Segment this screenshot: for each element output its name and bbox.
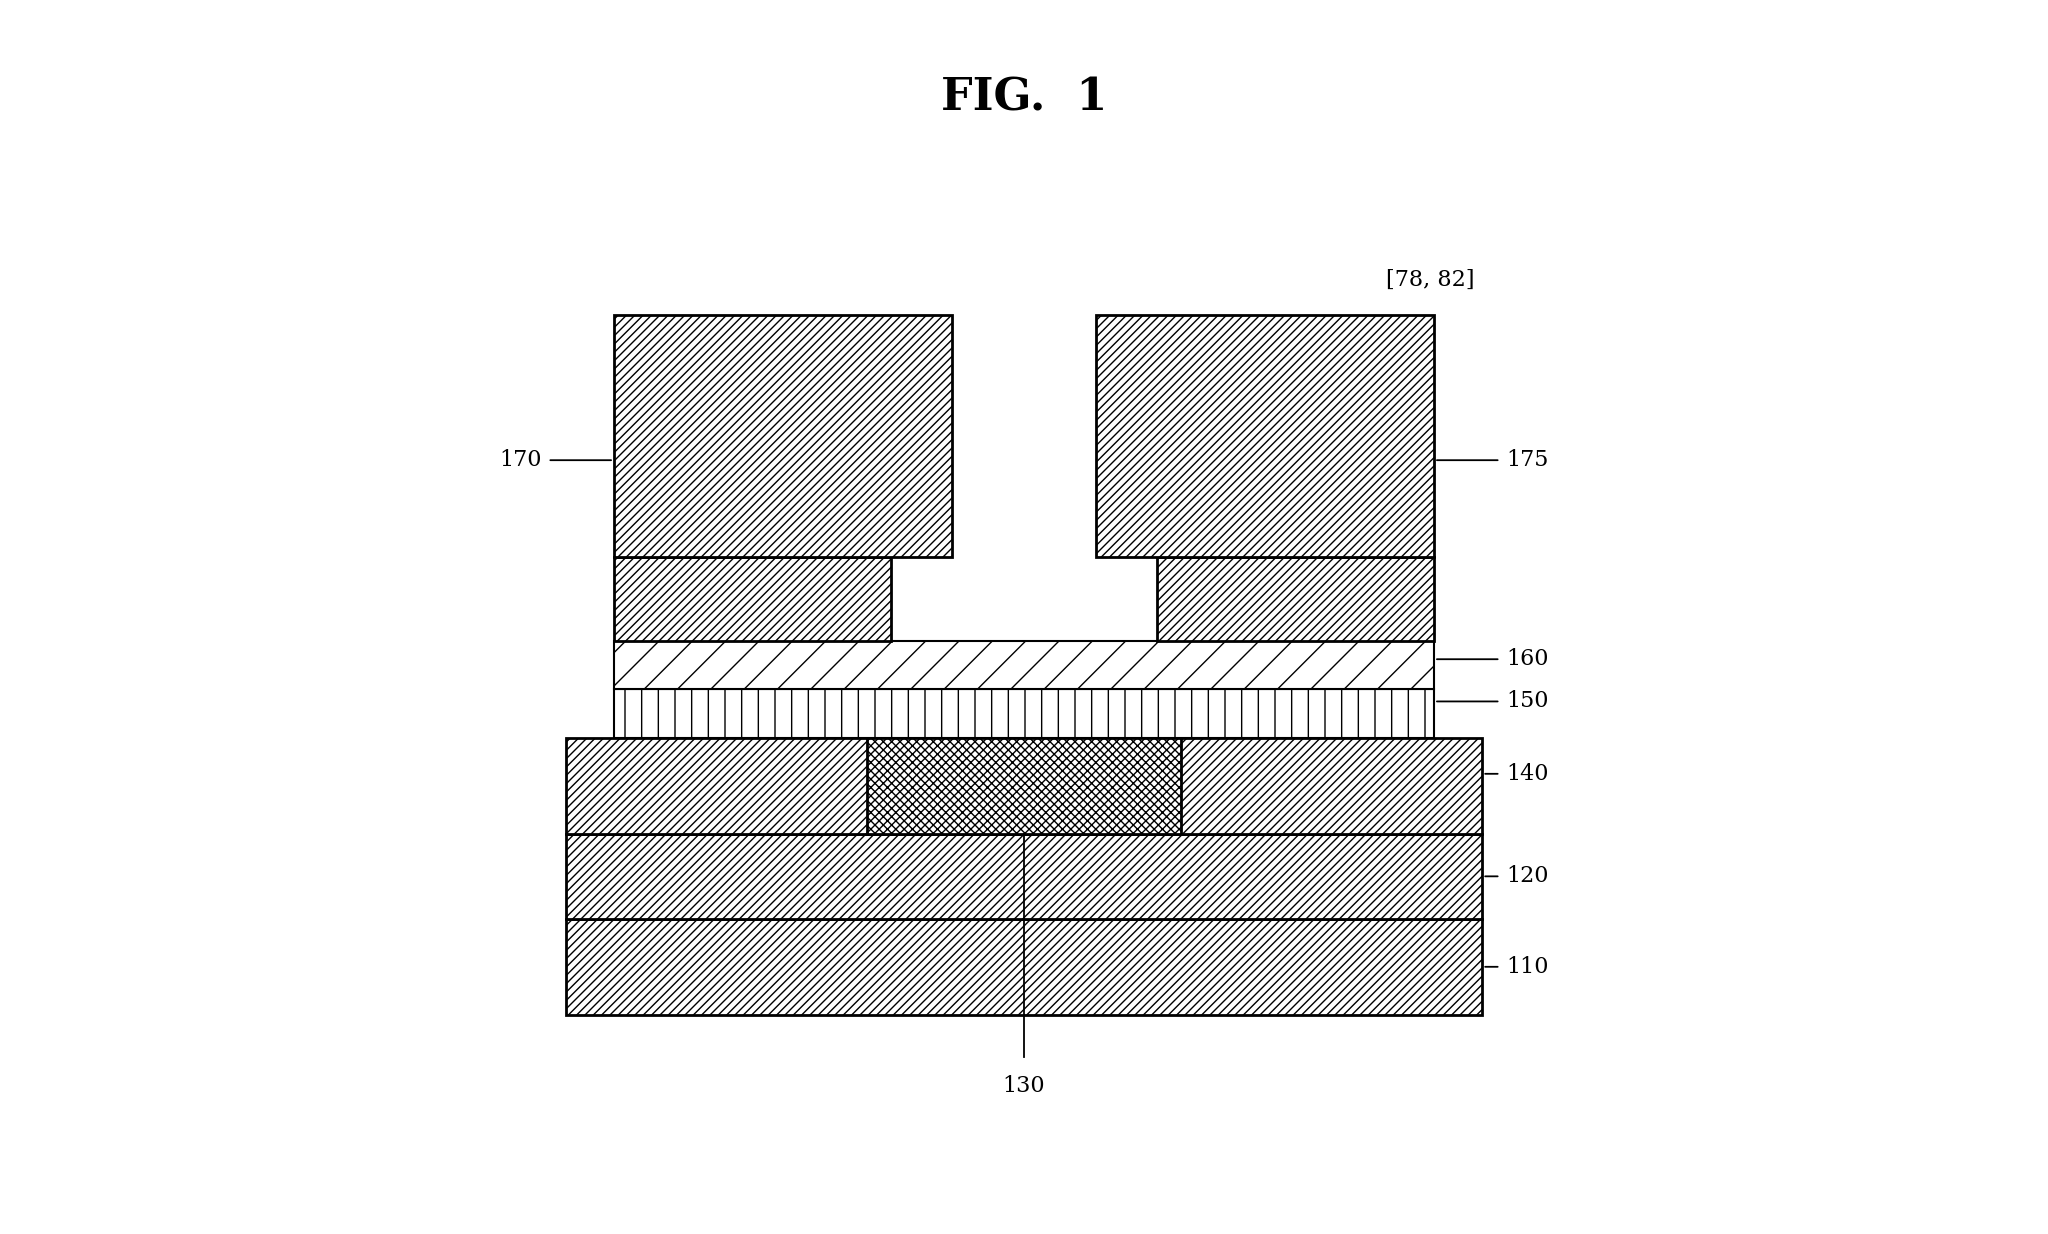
- Text: 130: 130: [1004, 1075, 1044, 1097]
- Text: 110: 110: [1507, 956, 1548, 977]
- Polygon shape: [866, 738, 1182, 834]
- Polygon shape: [565, 834, 1483, 918]
- Polygon shape: [614, 316, 952, 557]
- Text: 150: 150: [1507, 691, 1548, 712]
- Polygon shape: [565, 918, 1483, 1016]
- Text: 140: 140: [1507, 763, 1548, 785]
- Text: 170: 170: [500, 449, 541, 471]
- Polygon shape: [614, 642, 1434, 690]
- Polygon shape: [1157, 557, 1434, 642]
- Text: 120: 120: [1507, 865, 1548, 887]
- Polygon shape: [1096, 316, 1434, 557]
- Polygon shape: [565, 738, 1483, 834]
- Text: FIG.  1: FIG. 1: [940, 77, 1108, 120]
- Polygon shape: [614, 557, 891, 642]
- Text: [78, 82]: [78, 82]: [1386, 269, 1475, 291]
- Text: 160: 160: [1507, 648, 1548, 670]
- Text: 175: 175: [1507, 449, 1548, 471]
- Polygon shape: [614, 690, 1434, 738]
